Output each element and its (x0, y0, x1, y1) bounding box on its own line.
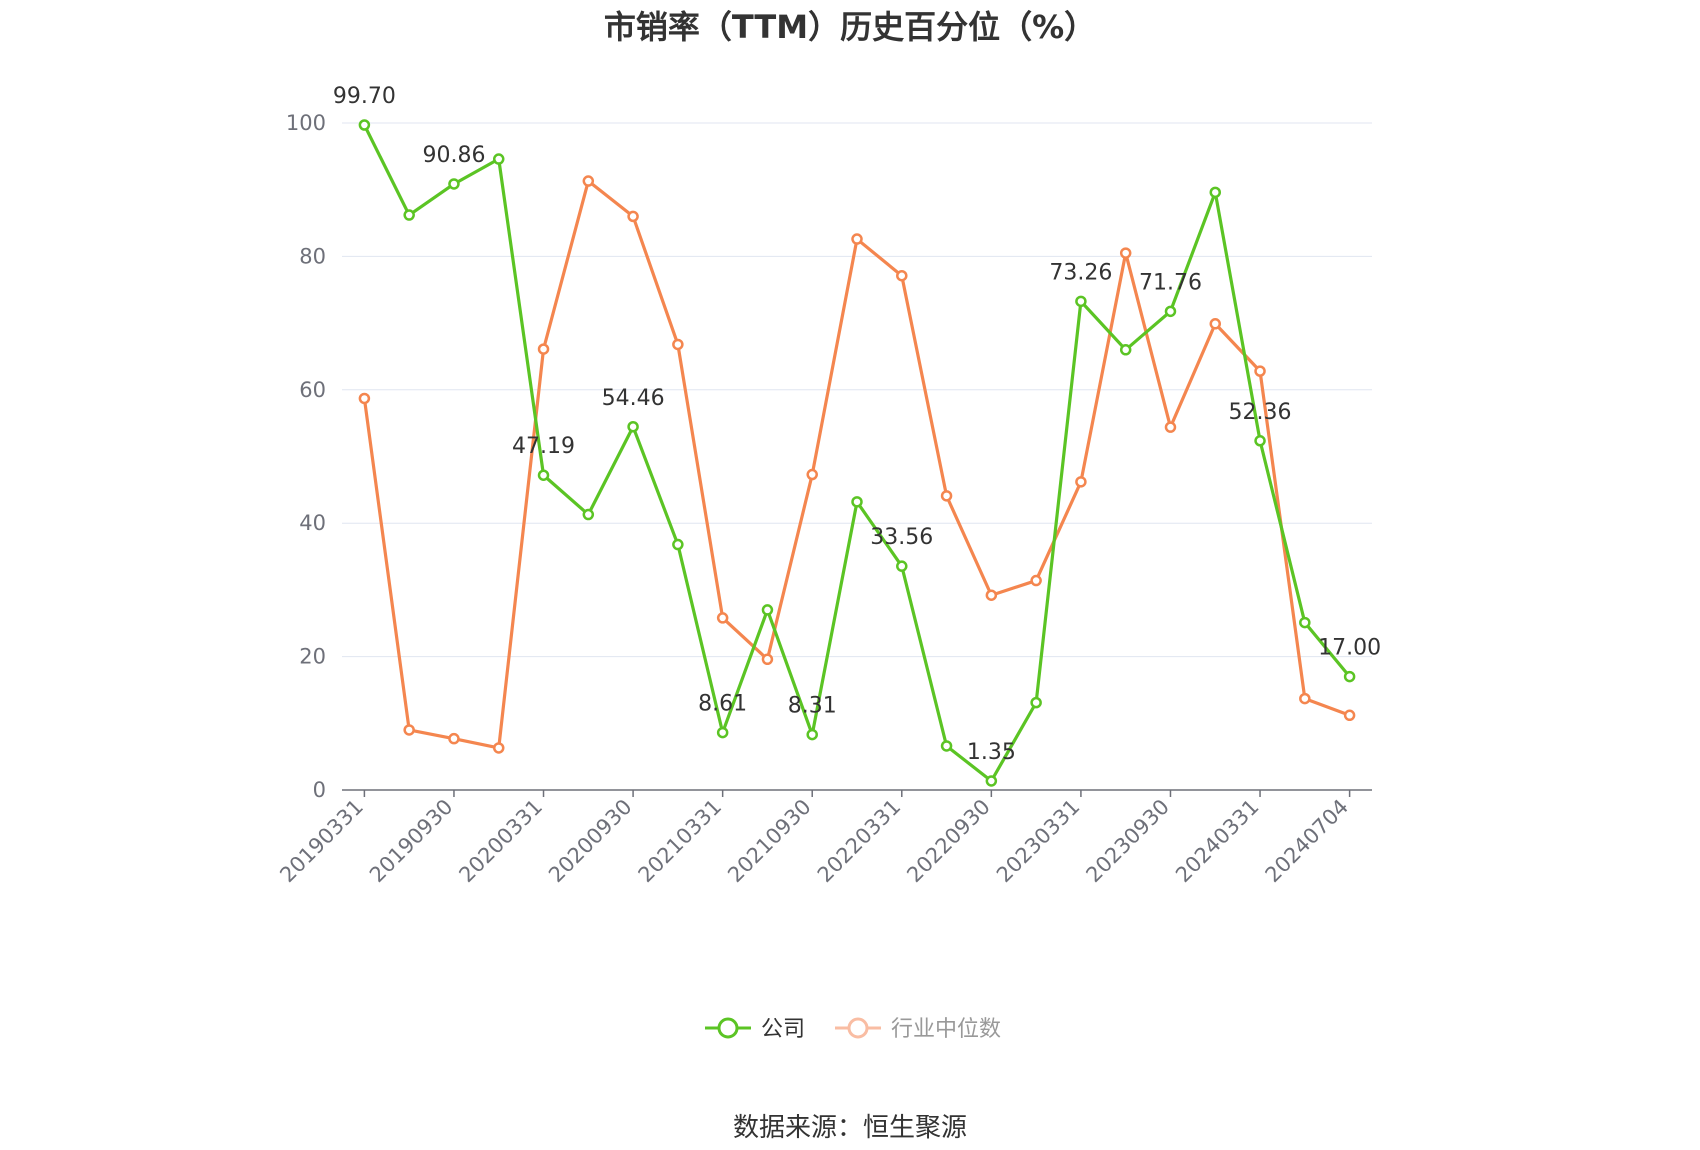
x-tick-label: 20230331 (992, 795, 1085, 888)
legend[interactable]: 公司 行业中位数 (705, 1017, 1001, 1042)
data-label: 17.00 (1318, 636, 1381, 661)
data-point (985, 775, 998, 787)
data-point (672, 538, 684, 551)
data-label: 8.61 (698, 692, 747, 717)
y-tick-label: 60 (299, 378, 326, 402)
data-label: 71.76 (1139, 270, 1202, 295)
y-tick-label: 100 (286, 111, 326, 135)
chart-title: 市销率（TTM）历史百分位（%） (604, 8, 1096, 46)
legend-item-1[interactable]: 行业中位数 (835, 1017, 1001, 1042)
data-point (1343, 670, 1356, 683)
legend-marker (717, 1017, 739, 1039)
data-point (582, 175, 595, 187)
data-labels: 99.70 90.86 47.19 54.46 8.61 8.31 33.56 1.35 73.… (333, 84, 1381, 765)
data-point (806, 468, 818, 481)
data-label: 47.19 (512, 434, 575, 459)
data-point (1119, 344, 1132, 356)
data-point (896, 560, 908, 572)
data-point (1209, 318, 1222, 330)
data-point (806, 728, 818, 741)
data-point (582, 508, 595, 521)
y-tick-label: 0 (313, 778, 326, 802)
data-point (492, 742, 505, 754)
data-label: 90.86 (422, 143, 485, 168)
y-tick-label: 20 (299, 645, 326, 669)
series-layer (358, 119, 1356, 787)
x-tick-label: 20210331 (634, 795, 727, 888)
legend-marker (847, 1017, 869, 1039)
y-tick-label: 40 (299, 511, 326, 535)
legend-label: 公司 (761, 1017, 805, 1042)
y-tick-label: 80 (299, 244, 326, 268)
data-point (761, 653, 774, 666)
data-point (492, 153, 505, 165)
data-point (672, 338, 684, 351)
data-point (1254, 435, 1266, 447)
data-point (1030, 696, 1042, 709)
data-point (985, 589, 998, 601)
x-tick-label: 20200930 (544, 795, 637, 888)
data-point (627, 421, 639, 433)
x-tick-label: 20240331 (1171, 795, 1264, 888)
data-point (1209, 186, 1222, 199)
data-point (896, 269, 908, 282)
legend-item-0[interactable]: 公司 (705, 1017, 805, 1042)
data-point (1075, 295, 1087, 308)
data-point (358, 392, 371, 405)
data-label: 54.46 (602, 386, 665, 411)
data-point (358, 119, 371, 131)
series-line-1 (362, 179, 1351, 750)
data-point (448, 732, 460, 745)
x-tick-label: 20220331 (813, 795, 906, 888)
x-tick-label: 20240704 (1261, 795, 1354, 888)
x-tick-label: 20220930 (902, 795, 995, 888)
data-point (448, 178, 460, 190)
data-point (716, 726, 729, 739)
data-point (537, 343, 550, 355)
data-label: 8.31 (788, 694, 837, 719)
data-point (403, 724, 415, 736)
data-point (1254, 365, 1266, 377)
data-point (1343, 709, 1356, 722)
data-point (1164, 305, 1177, 318)
data-point (1299, 692, 1311, 705)
data-label: 52.36 (1229, 400, 1292, 425)
data-point (1075, 476, 1087, 488)
data-point (716, 612, 729, 624)
data-point (403, 209, 415, 221)
data-label: 33.56 (870, 525, 933, 550)
data-label: 73.26 (1049, 260, 1112, 285)
data-point (1030, 574, 1042, 587)
x-tick-label: 20190331 (275, 795, 368, 888)
data-point (761, 604, 774, 616)
source-note: 数据来源：恒生聚源 (733, 1113, 967, 1143)
data-point (537, 469, 550, 481)
data-point (940, 740, 953, 752)
y-axis: 0 20 40 60 80 100 (286, 111, 326, 802)
data-label: 1.35 (967, 740, 1016, 765)
legend-label: 行业中位数 (891, 1017, 1001, 1042)
data-point (627, 210, 639, 223)
x-tick-label: 20190930 (365, 795, 458, 888)
data-point (851, 233, 863, 245)
data-point (1119, 247, 1132, 259)
data-point (1164, 421, 1177, 433)
data-point (940, 490, 953, 502)
x-axis: 2019033120190930202003312020093020210331… (275, 789, 1372, 888)
data-point (851, 496, 863, 508)
x-tick-label: 20210930 (723, 795, 816, 888)
data-label: 99.70 (333, 84, 396, 109)
x-tick-label: 20230930 (1081, 795, 1174, 888)
data-point (1299, 616, 1311, 629)
x-tick-label: 20200331 (455, 795, 548, 888)
